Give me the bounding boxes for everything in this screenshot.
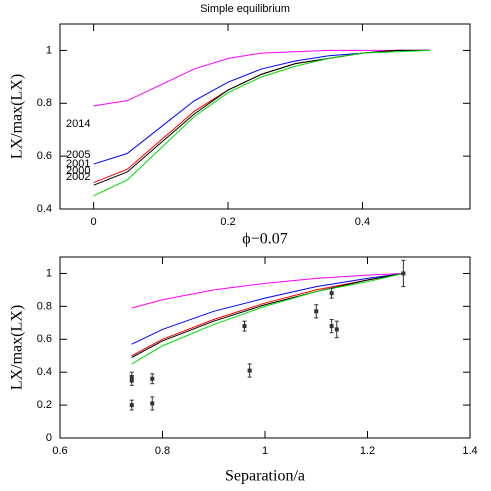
y-tick-label: 0.8: [37, 300, 52, 312]
y-axis-label: LX/max(LX): [9, 305, 26, 390]
x-tick-label: 0.6: [52, 445, 67, 457]
y-tick-label: 0.4: [37, 366, 52, 378]
x-tick-label: 0.4: [355, 216, 370, 228]
data-point: [129, 378, 134, 383]
series-label: 2000: [66, 165, 90, 177]
data-point: [401, 271, 406, 276]
series-label: 2005: [66, 149, 90, 161]
y-tick-label: 0.6: [37, 150, 52, 162]
data-point: [242, 324, 247, 329]
y-tick-label: 0.2: [37, 399, 52, 411]
data-point: [150, 401, 155, 406]
series-line: [131, 272, 404, 365]
series-label: 2014: [66, 118, 90, 130]
y-tick-label: 0.6: [37, 333, 52, 345]
plot-frame: [59, 23, 471, 210]
x-axis-label: ϕ−0.07: [242, 231, 287, 248]
y-axis-label: LX/max(LX): [9, 74, 26, 159]
x-tick-label: 1.4: [462, 445, 477, 457]
series-line: [131, 272, 404, 345]
series-line: [93, 49, 430, 184]
series-line: [131, 272, 404, 358]
chart-title: Simple equilibrium: [200, 3, 290, 15]
data-point: [247, 368, 252, 373]
y-tick-label: 0.8: [37, 97, 52, 109]
series-line: [131, 272, 404, 357]
y-tick-label: 0: [46, 432, 52, 444]
series-line: [131, 272, 404, 309]
series-line: [93, 49, 430, 165]
x-axis-label: Separation/a: [225, 468, 305, 485]
series-label: 2002: [66, 171, 90, 183]
y-tick-label: 1: [46, 267, 52, 279]
y-tick-label: 0.4: [37, 203, 52, 215]
data-point: [314, 309, 319, 314]
data-point: [329, 324, 334, 329]
x-tick-label: 0: [91, 216, 97, 228]
data-point: [329, 291, 334, 296]
plot-frame: [59, 256, 471, 439]
series-line: [93, 49, 430, 186]
series-line: [93, 49, 430, 107]
x-tick-label: 0.8: [155, 445, 170, 457]
data-point: [150, 376, 155, 381]
x-tick-label: 1: [262, 445, 268, 457]
x-tick-label: 0.2: [220, 216, 235, 228]
x-tick-label: 1.2: [360, 445, 375, 457]
series-line: [93, 49, 430, 197]
data-point: [334, 327, 339, 332]
series-label: 2001: [66, 158, 90, 170]
y-tick-label: 1: [46, 44, 52, 56]
data-point: [129, 403, 134, 408]
